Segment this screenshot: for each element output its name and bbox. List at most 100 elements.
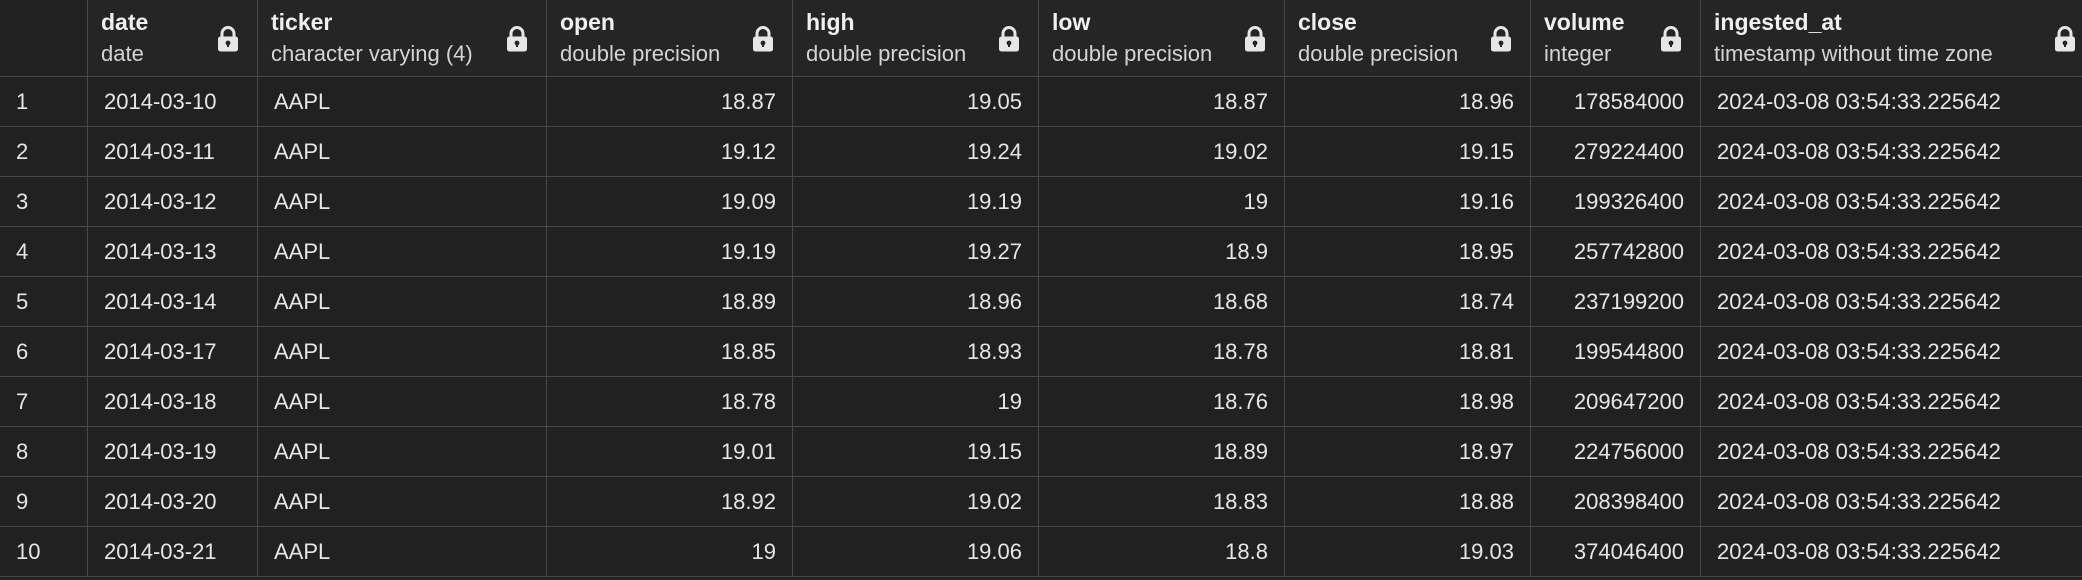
cell-date[interactable]: 2014-03-10 [87,76,258,127]
cell-open[interactable]: 18.85 [546,326,793,377]
cell-ticker[interactable]: AAPL [257,176,547,227]
cell-high[interactable]: 19.02 [792,476,1039,527]
row-number[interactable]: 7 [0,376,88,427]
cell-low[interactable]: 19.02 [1038,126,1285,177]
cell-volume[interactable]: 208398400 [1530,476,1701,527]
cell-date[interactable]: 2014-03-14 [87,276,258,327]
cell-date[interactable]: 2014-03-19 [87,426,258,477]
cell-date[interactable]: 2014-03-18 [87,376,258,427]
cell-close[interactable]: 19.15 [1284,126,1531,177]
cell-ingested-at[interactable]: 2024-03-08 03:54:33.225642 [1700,326,2082,377]
table-row[interactable]: 5 2014-03-14 AAPL 18.89 18.96 18.68 18.74 23719… [0,276,2082,327]
column-header-open[interactable]: open double precision [546,0,793,77]
cell-close[interactable]: 18.97 [1284,426,1531,477]
cell-ingested-at[interactable]: 2024-03-08 03:54:33.225642 [1700,426,2082,477]
row-number[interactable]: 5 [0,276,88,327]
table-row[interactable]: 9 2014-03-20 AAPL 18.92 19.02 18.83 18.88 20839… [0,476,2082,527]
cell-open[interactable]: 19.12 [546,126,793,177]
cell-ingested-at[interactable]: 2024-03-08 03:54:33.225642 [1700,176,2082,227]
cell-date[interactable]: 2014-03-13 [87,226,258,277]
table-row[interactable]: 7 2014-03-18 AAPL 18.78 19 18.76 18.98 20964720… [0,376,2082,427]
cell-ticker[interactable]: AAPL [257,226,547,277]
row-number[interactable]: 6 [0,326,88,377]
cell-close[interactable]: 19.03 [1284,526,1531,577]
cell-low[interactable]: 18.78 [1038,326,1285,377]
cell-ticker[interactable]: AAPL [257,426,547,477]
cell-low[interactable]: 19 [1038,176,1285,227]
cell-high[interactable]: 19.19 [792,176,1039,227]
cell-open[interactable]: 19.01 [546,426,793,477]
cell-open[interactable]: 19.19 [546,226,793,277]
cell-ingested-at[interactable]: 2024-03-08 03:54:33.225642 [1700,276,2082,327]
table-row[interactable]: 8 2014-03-19 AAPL 19.01 19.15 18.89 18.97 22475… [0,426,2082,477]
cell-low[interactable]: 18.76 [1038,376,1285,427]
cell-low[interactable]: 18.9 [1038,226,1285,277]
cell-date[interactable]: 2014-03-11 [87,126,258,177]
row-number[interactable]: 2 [0,126,88,177]
cell-open[interactable]: 18.89 [546,276,793,327]
cell-date[interactable]: 2014-03-21 [87,526,258,577]
cell-ticker[interactable]: AAPL [257,526,547,577]
cell-low[interactable]: 18.68 [1038,276,1285,327]
column-header-ticker[interactable]: ticker character varying (4) [257,0,547,77]
cell-high[interactable]: 19.15 [792,426,1039,477]
cell-ticker[interactable]: AAPL [257,276,547,327]
cell-low[interactable]: 18.8 [1038,526,1285,577]
cell-volume[interactable]: 279224400 [1530,126,1701,177]
cell-low[interactable]: 18.89 [1038,426,1285,477]
cell-ingested-at[interactable]: 2024-03-08 03:54:33.225642 [1700,76,2082,127]
cell-ticker[interactable]: AAPL [257,76,547,127]
cell-open[interactable]: 18.78 [546,376,793,427]
cell-close[interactable]: 18.96 [1284,76,1531,127]
cell-ingested-at[interactable]: 2024-03-08 03:54:33.225642 [1700,526,2082,577]
cell-high[interactable]: 18.96 [792,276,1039,327]
column-header-low[interactable]: low double precision [1038,0,1285,77]
cell-open[interactable]: 19.09 [546,176,793,227]
column-header-high[interactable]: high double precision [792,0,1039,77]
cell-ingested-at[interactable]: 2024-03-08 03:54:33.225642 [1700,126,2082,177]
table-row[interactable]: 4 2014-03-13 AAPL 19.19 19.27 18.9 18.95 257742… [0,226,2082,277]
cell-volume[interactable]: 178584000 [1530,76,1701,127]
cell-volume[interactable]: 257742800 [1530,226,1701,277]
column-header-ingested-at[interactable]: ingested_at timestamp without time zone [1700,0,2082,77]
cell-volume[interactable]: 199326400 [1530,176,1701,227]
table-row[interactable]: 2 2014-03-11 AAPL 19.12 19.24 19.02 19.15 27922… [0,126,2082,177]
cell-close[interactable]: 19.16 [1284,176,1531,227]
cell-ticker[interactable]: AAPL [257,126,547,177]
cell-ticker[interactable]: AAPL [257,326,547,377]
cell-close[interactable]: 18.95 [1284,226,1531,277]
cell-open[interactable]: 19 [546,526,793,577]
cell-ingested-at[interactable]: 2024-03-08 03:54:33.225642 [1700,376,2082,427]
table-row[interactable]: 1 2014-03-10 AAPL 18.87 19.05 18.87 18.96 17858… [0,76,2082,127]
cell-high[interactable]: 19.27 [792,226,1039,277]
table-row[interactable]: 6 2014-03-17 AAPL 18.85 18.93 18.78 18.81 19954… [0,326,2082,377]
cell-low[interactable]: 18.87 [1038,76,1285,127]
cell-date[interactable]: 2014-03-12 [87,176,258,227]
table-row[interactable]: 3 2014-03-12 AAPL 19.09 19.19 19 19.16 19932640… [0,176,2082,227]
cell-close[interactable]: 18.98 [1284,376,1531,427]
cell-high[interactable]: 19 [792,376,1039,427]
cell-volume[interactable]: 199544800 [1530,326,1701,377]
row-number[interactable]: 1 [0,76,88,127]
cell-high[interactable]: 18.93 [792,326,1039,377]
row-number[interactable]: 10 [0,526,88,577]
cell-open[interactable]: 18.92 [546,476,793,527]
column-header-volume[interactable]: volume integer [1530,0,1701,77]
cell-close[interactable]: 18.74 [1284,276,1531,327]
row-number-header[interactable] [0,0,88,77]
cell-ingested-at[interactable]: 2024-03-08 03:54:33.225642 [1700,226,2082,277]
row-number[interactable]: 3 [0,176,88,227]
cell-high[interactable]: 19.24 [792,126,1039,177]
cell-close[interactable]: 18.88 [1284,476,1531,527]
table-row[interactable]: 10 2014-03-21 AAPL 19 19.06 18.8 19.03 37404640… [0,526,2082,577]
cell-high[interactable]: 19.06 [792,526,1039,577]
cell-date[interactable]: 2014-03-20 [87,476,258,527]
row-number[interactable]: 8 [0,426,88,477]
row-number[interactable]: 4 [0,226,88,277]
cell-low[interactable]: 18.83 [1038,476,1285,527]
cell-volume[interactable]: 209647200 [1530,376,1701,427]
cell-volume[interactable]: 374046400 [1530,526,1701,577]
cell-ingested-at[interactable]: 2024-03-08 03:54:33.225642 [1700,476,2082,527]
cell-open[interactable]: 18.87 [546,76,793,127]
cell-volume[interactable]: 224756000 [1530,426,1701,477]
